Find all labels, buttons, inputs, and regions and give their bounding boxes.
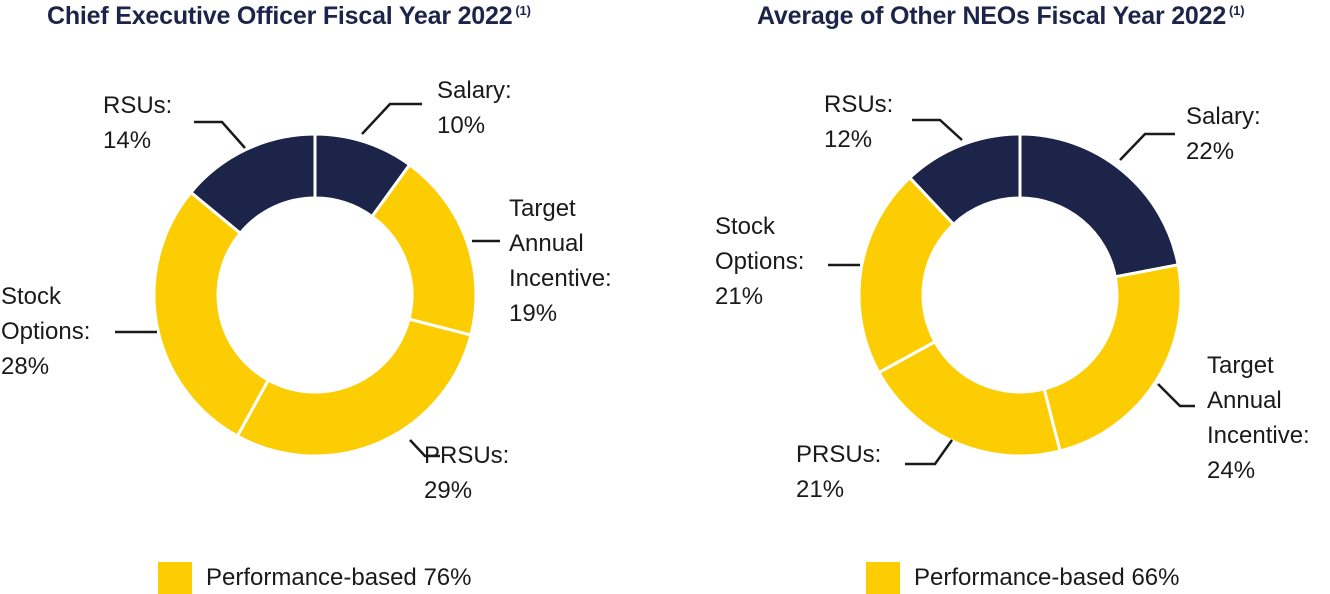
leader-line-ceo-salary [361,102,422,135]
legend-swatch-ceo [158,562,192,594]
legend-swatch-neo [866,562,900,594]
legend-ceo: Performance-based 76% [158,562,471,594]
legend-label-neo: Performance-based 66% [914,564,1180,591]
donut-slice-neo-rsus [907,132,1022,227]
leader-line-neo-target-annual-incentive [1157,383,1195,408]
slice-label-neo-target-annual-incentive: Target Annual Incentive: 24% [1207,352,1310,484]
slice-label-ceo-stock-options: Stock Options: 28% [1,283,91,380]
donut-slice-ceo-rsus [188,132,317,236]
chart-title-ceo: Chief Executive Officer Fiscal Year 2022… [47,2,531,30]
leader-line-neo-salary [1119,132,1175,161]
slice-label-neo-rsus: RSUs: 12% [824,91,894,153]
slice-label-ceo-rsus: RSUs: 14% [103,92,173,154]
slice-label-ceo-prsus: PRSUs: 29% [424,442,510,504]
legend-label-ceo: Performance-based 76% [206,564,472,591]
legend-neo: Performance-based 66% [866,562,1179,594]
donut-slice-neo-salary [1018,132,1180,279]
leader-line-ceo-prsus [409,439,440,458]
chart-title-neo: Average of Other NEOs Fiscal Year 2022 (1… [757,2,1245,30]
leader-line-neo-rsus [912,118,963,141]
donut-slice-ceo-stock-options [152,190,271,439]
donut-slice-neo-stock-options [857,175,956,375]
slice-label-neo-stock-options: Stock Options: 21% [715,213,805,310]
donut-slice-ceo-prsus [235,317,473,458]
slice-label-neo-salary: Salary: 22% [1186,103,1261,165]
slice-label-ceo-salary: Salary: 10% [437,77,512,139]
leader-line-ceo-rsus [194,120,246,149]
leader-line-neo-prsus [905,439,954,466]
donut-slice-neo-target-annual-incentive [1042,263,1183,453]
slice-label-neo-prsus: PRSUs: 21% [796,441,882,503]
slice-label-ceo-target-annual-incentive: Target Annual Incentive: 19% [509,195,612,327]
donut-slice-neo-prsus [876,339,1062,458]
